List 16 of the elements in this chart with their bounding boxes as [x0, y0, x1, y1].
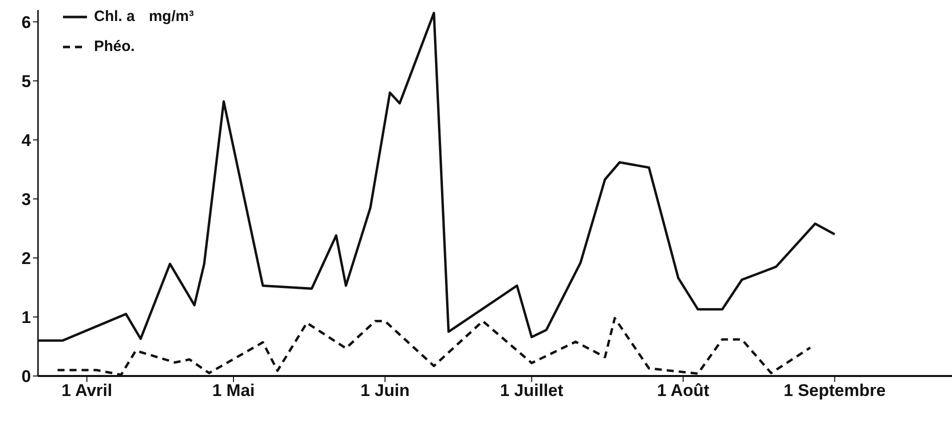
- x-tick-label: 1 Juin: [360, 381, 410, 400]
- y-tick-label: 0: [22, 367, 31, 386]
- y-tick-label: 2: [22, 248, 31, 268]
- legend-label: Chl. a: [94, 7, 135, 27]
- x-tick-label: 1 Juillet: [500, 381, 564, 400]
- legend-label: Phéo.: [94, 37, 135, 57]
- x-tick-label: 1 Août: [657, 381, 710, 400]
- x-tick-label: 1 Mai: [212, 381, 255, 400]
- y-tick-label: 5: [22, 72, 31, 91]
- x-tick-label: 1 Septembre: [784, 381, 886, 400]
- y-tick-label: 6: [22, 12, 31, 32]
- y-axis-title: mg/m³: [148, 7, 194, 27]
- y-tick-label: 4: [22, 130, 32, 150]
- y-tick-label: 1: [22, 308, 31, 328]
- x-tick-label: 1 Avril: [62, 381, 112, 400]
- y-tick-label: 3: [22, 190, 31, 209]
